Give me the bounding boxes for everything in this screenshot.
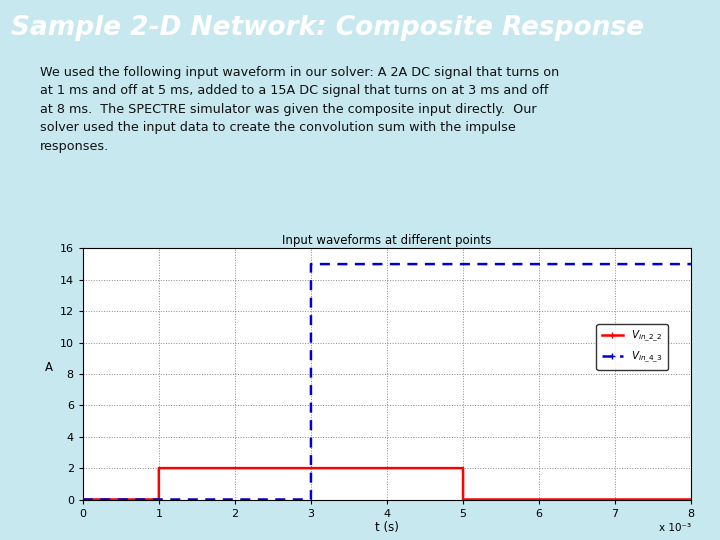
Legend: $V_{in\_2\_2}$, $V_{in\_4\_3}$: $V_{in\_2\_2}$, $V_{in\_4\_3}$ [596, 324, 667, 370]
Text: We used the following input waveform in our solver: A 2A DC signal that turns on: We used the following input waveform in … [40, 65, 559, 153]
Y-axis label: A: A [45, 361, 53, 374]
X-axis label: t (s): t (s) [375, 521, 399, 534]
Text: x 10⁻³: x 10⁻³ [659, 523, 691, 534]
Title: Input waveforms at different points: Input waveforms at different points [282, 234, 492, 247]
Text: Sample 2-D Network: Composite Response: Sample 2-D Network: Composite Response [11, 15, 644, 42]
